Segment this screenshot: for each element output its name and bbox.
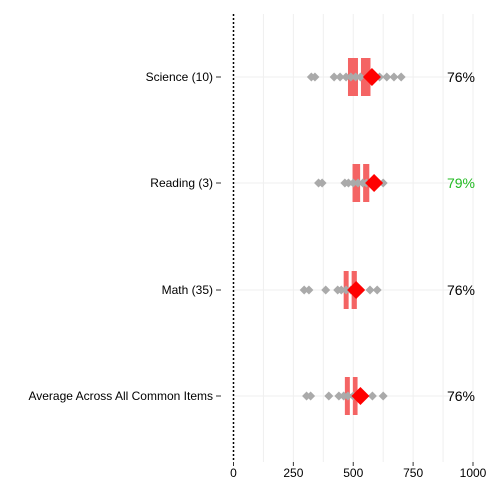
percent-label: 76%: [447, 388, 475, 404]
data-point: [304, 286, 313, 295]
chart-rows: Science (10) 76% Reading (3) 79% Math (35) 76…: [28, 58, 475, 415]
x-axis: 0 250 500 750 1000: [230, 462, 487, 480]
data-point: [373, 286, 382, 295]
x-tick-label: 500: [343, 466, 363, 480]
x-tick-label: 750: [403, 466, 423, 480]
row-label: Math (35): [162, 283, 213, 297]
data-point: [397, 73, 406, 82]
row-label: Reading (3): [150, 176, 213, 190]
percent-label: 79%: [447, 175, 475, 191]
row-label: Average Across All Common Items: [28, 389, 213, 403]
row-label: Science (10): [146, 70, 213, 84]
x-tick-label: 0: [230, 466, 237, 480]
data-point: [379, 392, 388, 401]
data-point: [321, 286, 330, 295]
percent-label: 76%: [447, 282, 475, 298]
x-tick-label: 1000: [460, 466, 487, 480]
percent-label: 76%: [447, 69, 475, 85]
data-point: [324, 392, 333, 401]
x-tick-label: 250: [283, 466, 303, 480]
